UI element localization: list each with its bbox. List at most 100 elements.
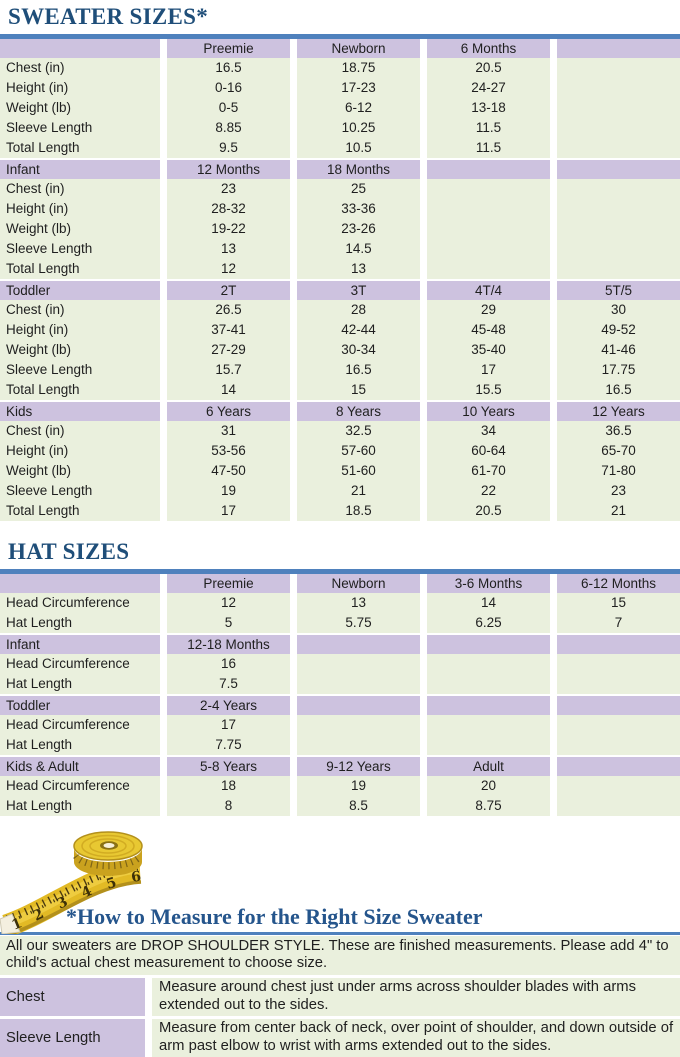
- value-cell: 21: [297, 481, 420, 501]
- measure-row-text: Measure around chest just under arms acr…: [152, 978, 680, 1016]
- header-cell: 6 Years: [167, 402, 290, 421]
- value-cell: 0-5: [167, 98, 290, 118]
- section-label-cell: Kids: [0, 402, 160, 421]
- value-cell: 18.5: [297, 501, 420, 521]
- value-cell: [427, 654, 550, 674]
- value-cell: 28-32: [167, 199, 290, 219]
- value-cell: [557, 674, 680, 694]
- value-cell: 10.5: [297, 138, 420, 158]
- measure-row-label: Sleeve Length: [0, 1019, 145, 1057]
- row-label: Weight (lb): [0, 219, 160, 239]
- hat-sizes-title: HAT SIZES: [8, 539, 130, 564]
- value-cell: 7: [557, 613, 680, 633]
- section-label-cell: Toddler: [0, 281, 160, 300]
- header-cell: 3T: [297, 281, 420, 300]
- table-section: Toddler 2-4 Years Head Circumference 17 Hat …: [0, 696, 680, 755]
- value-cell: [427, 219, 550, 239]
- value-cell: 61-70: [427, 461, 550, 481]
- value-cell: [427, 715, 550, 735]
- table-section: Infant 12-18 Months Head Circumference 16 Ha…: [0, 635, 680, 694]
- value-cell: 23: [557, 481, 680, 501]
- value-cell: 15: [557, 593, 680, 613]
- value-cell: [427, 199, 550, 219]
- header-cell: [297, 635, 420, 654]
- value-cell: [557, 58, 680, 78]
- value-cell: 26.5: [167, 300, 290, 320]
- value-cell: [557, 259, 680, 279]
- value-cell: [557, 796, 680, 816]
- value-cell: 29: [427, 300, 550, 320]
- value-cell: [297, 715, 420, 735]
- value-cell: 13: [167, 239, 290, 259]
- value-cell: [427, 259, 550, 279]
- row-label: Height (in): [0, 320, 160, 340]
- value-cell: [297, 735, 420, 755]
- value-cell: 8.5: [297, 796, 420, 816]
- measure-section: 1 2 3 4 5 6 *How to Measure for the Righ…: [0, 820, 680, 934]
- section-label-cell: Infant: [0, 635, 160, 654]
- value-cell: 18.75: [297, 58, 420, 78]
- header-cell: 8 Years: [297, 402, 420, 421]
- value-cell: [557, 715, 680, 735]
- header-cell: 2T: [167, 281, 290, 300]
- header-cell: [427, 696, 550, 715]
- value-cell: 7.75: [167, 735, 290, 755]
- header-cell: 4T/4: [427, 281, 550, 300]
- header-cell: 12 Years: [557, 402, 680, 421]
- sweater-sizes-title: SWEATER SIZES*: [8, 4, 208, 29]
- value-cell: [557, 735, 680, 755]
- measure-row-label: Chest: [0, 978, 145, 1016]
- value-cell: 5.75: [297, 613, 420, 633]
- row-label: Head Circumference: [0, 654, 160, 674]
- value-cell: [557, 78, 680, 98]
- value-cell: 11.5: [427, 138, 550, 158]
- value-cell: [427, 179, 550, 199]
- row-label: Sleeve Length: [0, 118, 160, 138]
- value-cell: 20: [427, 776, 550, 796]
- value-cell: 5: [167, 613, 290, 633]
- value-cell: [557, 239, 680, 259]
- header-cell: [557, 696, 680, 715]
- section-label-cell: [0, 39, 160, 58]
- value-cell: [557, 179, 680, 199]
- row-label: Hat Length: [0, 735, 160, 755]
- value-cell: [557, 199, 680, 219]
- value-cell: 25: [297, 179, 420, 199]
- value-cell: 65-70: [557, 441, 680, 461]
- value-cell: 13: [297, 259, 420, 279]
- table-section: Kids 6 Years 8 Years 10 Years 12 Years Chest …: [0, 402, 680, 521]
- value-cell: [557, 118, 680, 138]
- row-label: Height (in): [0, 199, 160, 219]
- measuring-tape-image: 1 2 3 4 5 6: [0, 831, 143, 934]
- value-cell: 12: [167, 259, 290, 279]
- value-cell: 30: [557, 300, 680, 320]
- header-cell: 9-12 Years: [297, 757, 420, 776]
- value-cell: 6-12: [297, 98, 420, 118]
- row-label: Head Circumference: [0, 776, 160, 796]
- value-cell: 15: [297, 380, 420, 400]
- value-cell: 15.5: [427, 380, 550, 400]
- row-label: Sleeve Length: [0, 239, 160, 259]
- row-label: Chest (in): [0, 179, 160, 199]
- value-cell: 51-60: [297, 461, 420, 481]
- header-cell: 6-12 Months: [557, 574, 680, 593]
- value-cell: 8.85: [167, 118, 290, 138]
- table-section: Preemie Newborn 6 Months Chest (in) 16.5 18.7…: [0, 39, 680, 158]
- hat-size-table: Preemie Newborn 3-6 Months 6-12 Months Head …: [0, 574, 680, 816]
- header-cell: Preemie: [167, 574, 290, 593]
- value-cell: 0-16: [167, 78, 290, 98]
- header-cell: Newborn: [297, 39, 420, 58]
- page: { "colors": { "accent_blue": "#4f81bd", …: [0, 4, 680, 1057]
- row-label: Chest (in): [0, 300, 160, 320]
- value-cell: 14: [427, 593, 550, 613]
- value-cell: 35-40: [427, 340, 550, 360]
- value-cell: 18: [167, 776, 290, 796]
- header-cell: [557, 635, 680, 654]
- measure-row: Chest Measure around chest just under arm…: [0, 978, 680, 1016]
- value-cell: [427, 735, 550, 755]
- header-cell: 5T/5: [557, 281, 680, 300]
- value-cell: [557, 219, 680, 239]
- value-cell: 20.5: [427, 501, 550, 521]
- value-cell: 34: [427, 421, 550, 441]
- header-cell: Preemie: [167, 39, 290, 58]
